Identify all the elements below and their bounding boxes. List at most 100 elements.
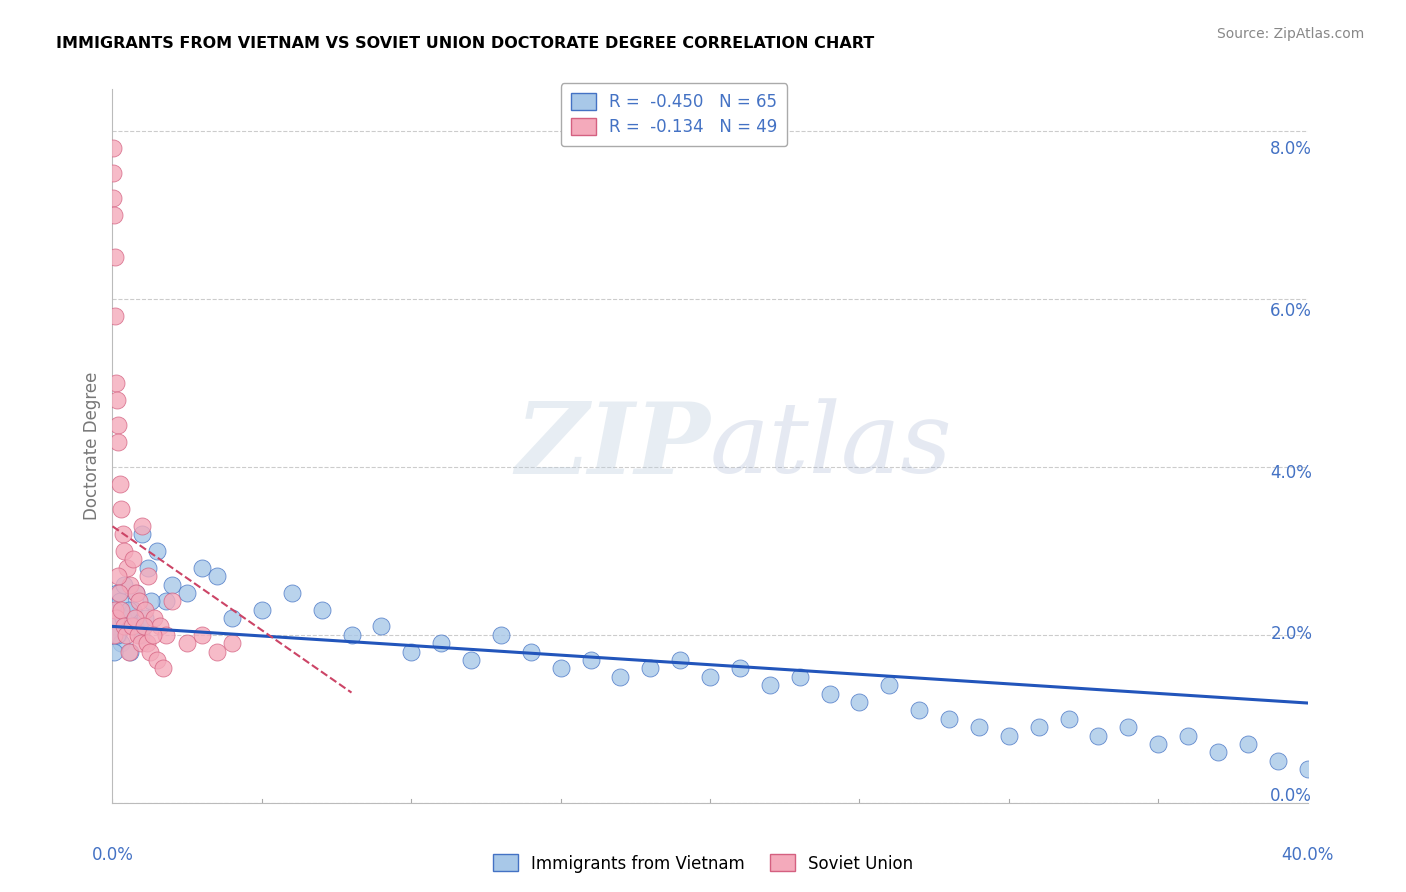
Point <box>188 617 211 632</box>
Point <box>214 593 236 607</box>
Point <box>184 601 207 615</box>
Point <box>177 625 200 640</box>
Point <box>169 568 191 582</box>
Point <box>166 641 188 656</box>
Point <box>174 609 197 624</box>
Point <box>198 641 221 656</box>
Text: atlas: atlas <box>721 403 963 498</box>
Point <box>176 544 198 558</box>
Point <box>167 601 190 615</box>
Point <box>260 568 283 582</box>
Point <box>180 641 202 656</box>
Point <box>1254 755 1277 769</box>
Point <box>169 625 191 640</box>
Point <box>165 181 187 195</box>
Point <box>208 617 231 632</box>
Point <box>464 633 486 648</box>
Point <box>710 665 733 680</box>
Point <box>900 698 922 712</box>
Point <box>763 673 786 688</box>
Point <box>1063 723 1085 737</box>
Point <box>194 601 217 615</box>
Point <box>173 504 195 518</box>
Point <box>1227 747 1250 761</box>
Point <box>170 439 193 453</box>
Point <box>193 617 215 632</box>
Text: IMMIGRANTS FROM VIETNAM VS SOVIET UNION DOCTORATE DEGREE CORRELATION CHART: IMMIGRANTS FROM VIETNAM VS SOVIET UNION … <box>56 36 875 51</box>
Point <box>186 609 208 624</box>
Point <box>873 673 896 688</box>
Point <box>180 601 202 615</box>
Point <box>246 560 269 574</box>
Point <box>188 593 211 607</box>
Point <box>186 585 209 599</box>
Y-axis label: Doctorate Degree: Doctorate Degree <box>83 376 101 524</box>
Point <box>190 633 212 648</box>
Point <box>219 576 242 591</box>
Point <box>186 617 208 632</box>
Point <box>232 633 254 648</box>
Point <box>574 657 596 672</box>
Point <box>176 576 198 591</box>
Point <box>1036 706 1059 720</box>
Point <box>1146 723 1168 737</box>
Point <box>174 617 197 632</box>
Point <box>187 625 209 640</box>
Point <box>195 633 218 648</box>
Point <box>166 601 188 615</box>
Point <box>166 221 188 235</box>
Point <box>205 649 228 664</box>
Point <box>166 205 188 219</box>
Point <box>981 723 1004 737</box>
Point <box>186 585 209 599</box>
Point <box>201 625 224 640</box>
Point <box>301 601 323 615</box>
Point <box>172 593 194 607</box>
Point <box>1199 731 1222 745</box>
Point <box>191 528 214 542</box>
Text: Source: ZipAtlas.com: Source: ZipAtlas.com <box>1216 27 1364 41</box>
Point <box>181 641 204 656</box>
Point <box>190 625 212 640</box>
Point <box>173 633 195 648</box>
Point <box>214 625 236 640</box>
Point <box>181 576 204 591</box>
Point <box>792 665 814 680</box>
Point <box>955 714 977 728</box>
Point <box>260 641 283 656</box>
Point <box>1010 714 1032 728</box>
Point <box>166 625 188 640</box>
Point <box>169 399 191 413</box>
Point <box>174 528 197 542</box>
Point <box>183 617 205 632</box>
Point <box>169 585 191 599</box>
Point <box>197 560 219 574</box>
Point <box>167 609 190 624</box>
Point <box>818 681 841 696</box>
Point <box>519 625 541 640</box>
Point <box>246 625 269 640</box>
Text: ZIP: ZIP <box>526 402 721 499</box>
Point <box>492 649 515 664</box>
Point <box>845 690 868 704</box>
Point <box>655 657 678 672</box>
Point <box>165 156 187 170</box>
Point <box>172 480 194 494</box>
Point <box>179 560 201 574</box>
Point <box>179 609 201 624</box>
Point <box>172 601 194 615</box>
Point <box>382 625 405 640</box>
Legend: R =  -0.450   N = 65, R =  -0.134   N = 49: R = -0.450 N = 65, R = -0.134 N = 49 <box>575 102 801 165</box>
Point <box>167 383 190 397</box>
Text: 0.0%: 0.0% <box>155 835 197 853</box>
Point <box>437 641 460 656</box>
Point <box>167 318 190 333</box>
Point <box>166 261 188 276</box>
Point <box>737 657 759 672</box>
Point <box>191 520 214 534</box>
Legend: Immigrants from Vietnam, Soviet Union: Immigrants from Vietnam, Soviet Union <box>486 847 920 880</box>
Point <box>328 585 350 599</box>
Point <box>194 609 217 624</box>
Point <box>232 585 254 599</box>
Point <box>184 552 207 566</box>
